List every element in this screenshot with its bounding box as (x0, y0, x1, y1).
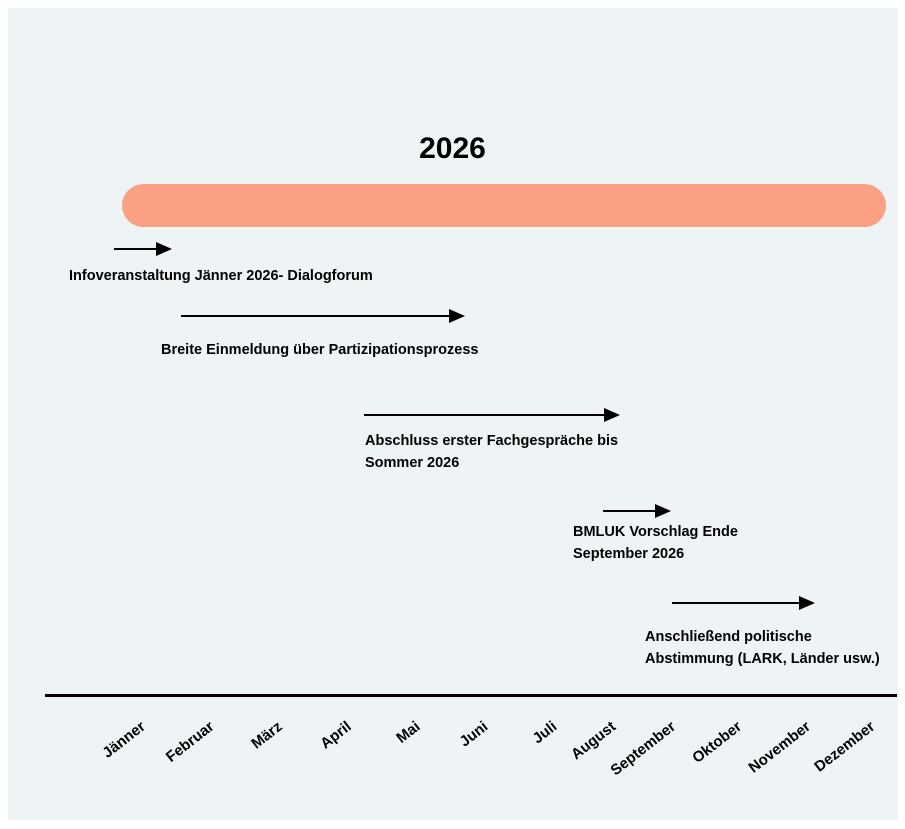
event-label-line: Anschließend politische (645, 629, 812, 645)
arrow-einmeldung (181, 308, 465, 324)
event-label-line: Infoveranstaltung Jänner 2026- Dialogfor… (69, 268, 373, 284)
event-label-line: Abstimmung (LARK, Länder usw.) (645, 651, 880, 667)
event-label-infoveranstaltung: Infoveranstaltung Jänner 2026- Dialogfor… (69, 265, 373, 287)
timeline-title: 2026 (419, 132, 486, 165)
arrow-abstimmung (672, 595, 815, 611)
event-label-line: BMLUK Vorschlag Ende (573, 524, 738, 540)
event-label-line: Sommer 2026 (365, 455, 460, 471)
event-label-line: Breite Einmeldung über Partizipationspro… (161, 342, 479, 358)
year-bar (122, 184, 886, 227)
event-label-vorschlag: BMLUK Vorschlag Ende September 2026 (573, 521, 738, 565)
arrow-vorschlag (603, 503, 671, 519)
event-label-fachgespraeche: Abschluss erster Fachgespräche bis Somme… (365, 430, 618, 474)
arrow-infoveranstaltung (114, 241, 172, 257)
event-label-abstimmung: Anschließend politische Abstimmung (LARK… (645, 626, 880, 670)
arrow-fachgespraeche (364, 407, 620, 423)
event-label-einmeldung: Breite Einmeldung über Partizipationspro… (161, 339, 478, 361)
month-axis-line (45, 694, 897, 697)
event-label-line: Abschluss erster Fachgespräche bis (365, 433, 619, 449)
event-label-line: September 2026 (573, 546, 685, 562)
